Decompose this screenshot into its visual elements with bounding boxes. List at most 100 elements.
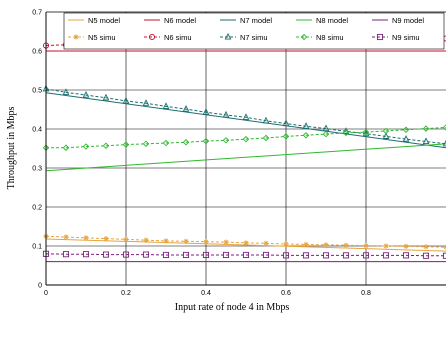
data-point-n7-simu bbox=[322, 124, 330, 132]
data-point-n8-simu bbox=[202, 137, 210, 145]
data-point-n9-simu bbox=[102, 251, 110, 258]
legend-label-n8-simu: N8 simu bbox=[316, 33, 344, 42]
legend-marker-n7-simu bbox=[224, 32, 232, 40]
ticks: 0 0.2 0.4 0.6 0.8 0 0.1 0.2 0.3 0.4 0.5 0.6 0.7 bbox=[32, 10, 371, 298]
data-point-n9-simu bbox=[182, 251, 190, 259]
legend-label-n6-model: N6 model bbox=[164, 16, 196, 25]
data-point-n9-simu bbox=[382, 252, 390, 259]
data-point-n7-simu bbox=[262, 116, 270, 124]
data-point-n9-simu bbox=[122, 251, 130, 258]
series-line-n7-model bbox=[45, 92, 446, 149]
data-point-n5-simu bbox=[203, 239, 209, 245]
data-point-n7-simu bbox=[442, 139, 446, 147]
data-point-n7-simu bbox=[122, 96, 130, 104]
y-axis-label: Throughput in Mbps bbox=[6, 107, 17, 190]
data-point-n5-simu bbox=[163, 238, 169, 244]
data-point-n8-simu bbox=[82, 143, 90, 150]
series-line-n8-model bbox=[45, 143, 446, 172]
data-point-n9-simu bbox=[342, 252, 350, 259]
legend-marker-n9-simu bbox=[376, 33, 384, 41]
x-tick-label: 0.8 bbox=[361, 290, 371, 297]
legend-label-n7-model: N7 model bbox=[240, 16, 272, 25]
data-point-n7-simu bbox=[62, 88, 70, 95]
data-point-n8-simu bbox=[182, 139, 190, 146]
legend-box bbox=[63, 12, 445, 50]
series-line-n9-simu bbox=[45, 253, 446, 257]
data-point-n5-simu bbox=[63, 234, 69, 240]
data-point-n8-simu bbox=[262, 134, 270, 142]
data-point-n9-simu bbox=[402, 252, 410, 259]
data-point-n5-simu bbox=[243, 240, 249, 246]
legend-label-n7-simu: N7 simu bbox=[240, 33, 268, 42]
x-axis-label: Input rate of node 4 in Mbps bbox=[175, 302, 290, 313]
data-point-n5-simu bbox=[303, 241, 309, 248]
legend-label-n9-model: N9 model bbox=[392, 16, 424, 25]
axes bbox=[45, 11, 446, 286]
data-point-n9-simu bbox=[302, 252, 310, 259]
data-point-n9-simu bbox=[222, 251, 230, 259]
y-tick-label: 0.2 bbox=[32, 205, 42, 212]
data-point-n5-simu bbox=[403, 243, 409, 249]
data-point-n7-simu bbox=[342, 127, 350, 134]
data-point-n9-simu bbox=[142, 251, 150, 258]
data-point-n8-simu bbox=[222, 137, 230, 144]
data-point-n5-simu bbox=[123, 236, 129, 242]
data-point-n8-simu bbox=[342, 129, 350, 137]
legend-label-n6-simu: N6 simu bbox=[164, 33, 192, 42]
data-point-n9-simu bbox=[202, 251, 210, 259]
data-point-n5-simu bbox=[183, 238, 189, 244]
data-point-n7-simu bbox=[82, 90, 90, 98]
data-point-n9-simu bbox=[422, 252, 430, 259]
data-point-n8-simu bbox=[442, 124, 446, 131]
y-tick-label: 0.3 bbox=[32, 166, 42, 173]
data-point-n5-simu bbox=[423, 244, 429, 250]
data-point-n8-simu bbox=[382, 127, 390, 135]
data-point-n7-simu bbox=[402, 135, 410, 142]
data-point-n5-simu bbox=[283, 241, 289, 247]
data-point-n7-simu bbox=[282, 119, 290, 127]
data-point-n5-simu bbox=[83, 235, 89, 241]
data-point-n5-simu bbox=[103, 235, 109, 242]
legend-label-n9-simu: N9 simu bbox=[392, 33, 420, 42]
data-point-n7-simu bbox=[162, 102, 170, 109]
data-point-n8-simu bbox=[102, 142, 110, 150]
data-point-n8-simu bbox=[422, 125, 430, 132]
data-point-n5-simu bbox=[383, 243, 389, 249]
y-tick-label: 0.7 bbox=[32, 10, 42, 17]
data-point-n9-simu bbox=[322, 252, 330, 259]
data-point-n7-simu bbox=[382, 132, 390, 139]
data-point-n5-simu bbox=[343, 242, 349, 248]
legend-label-n8-model: N8 model bbox=[316, 16, 348, 25]
data-point-n5-simu bbox=[263, 240, 269, 246]
data-point-n5-simu bbox=[363, 243, 369, 249]
y-tick-label: 0.6 bbox=[32, 49, 42, 56]
data-point-n8-simu bbox=[142, 140, 150, 148]
data-point-n7-simu bbox=[202, 108, 210, 115]
legend-marker-n8-simu bbox=[300, 33, 308, 41]
data-point-n8-simu bbox=[162, 139, 170, 147]
data-point-n7-simu bbox=[102, 93, 110, 101]
legend-marker-n6-simu bbox=[148, 33, 156, 41]
data-point-n8-simu bbox=[402, 126, 410, 134]
y-tick-label: 0.1 bbox=[32, 244, 42, 251]
data-point-n8-simu bbox=[362, 128, 370, 136]
data-point-n8-simu bbox=[62, 144, 70, 151]
y-tick-label: 0.4 bbox=[32, 127, 42, 134]
data-point-n7-simu bbox=[222, 110, 230, 118]
x-tick-label: 0.4 bbox=[201, 290, 211, 297]
legend-marker-n5-simu bbox=[73, 34, 79, 40]
data-point-n9-simu bbox=[62, 251, 70, 258]
y-tick-label: 0 bbox=[38, 283, 42, 290]
legend-label-n5-model: N5 model bbox=[88, 16, 120, 25]
legend-label-n5-simu: N5 simu bbox=[88, 33, 116, 42]
data-point-n8-simu bbox=[322, 130, 330, 138]
data-point-n9-simu bbox=[242, 251, 250, 259]
data-point-n5-simu bbox=[143, 237, 149, 243]
data-point-n7-simu bbox=[302, 122, 310, 129]
data-point-n5-simu bbox=[223, 239, 229, 245]
x-tick-label: 0.2 bbox=[121, 290, 131, 297]
data-point-n7-simu bbox=[142, 99, 150, 106]
series-line-n7-simu bbox=[45, 88, 446, 145]
data-point-n9-simu bbox=[362, 252, 370, 259]
